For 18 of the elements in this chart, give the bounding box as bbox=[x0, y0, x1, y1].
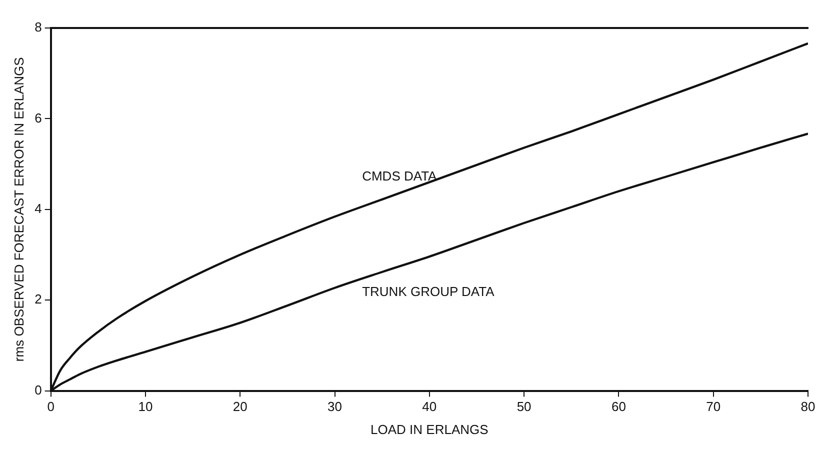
y-tick-label: 4 bbox=[34, 200, 42, 216]
x-tick-label: 10 bbox=[138, 399, 153, 414]
y-tick-label: 0 bbox=[34, 382, 42, 398]
series-label: TRUNK GROUP DATA bbox=[362, 284, 495, 300]
x-tick-label: 70 bbox=[706, 399, 721, 414]
y-tick-label: 2 bbox=[34, 292, 42, 307]
x-tick-label: 30 bbox=[328, 399, 342, 414]
x-tick-label: 80 bbox=[800, 399, 816, 414]
x-tick-label: 50 bbox=[516, 399, 532, 414]
x-tick-label: 60 bbox=[611, 399, 626, 414]
x-tick-label: 40 bbox=[422, 399, 437, 414]
series-label: CMDS DATA bbox=[362, 168, 438, 184]
x-axis-title: LOAD IN ERLANGS bbox=[370, 422, 489, 437]
y-tick-label: 6 bbox=[34, 110, 42, 126]
y-axis-title: rms OBSERVED FORECAST ERROR IN ERLANGS bbox=[11, 56, 26, 362]
y-tick-label: 8 bbox=[34, 20, 42, 35]
x-tick-label: 20 bbox=[232, 399, 248, 414]
x-tick-label: 0 bbox=[47, 399, 54, 414]
